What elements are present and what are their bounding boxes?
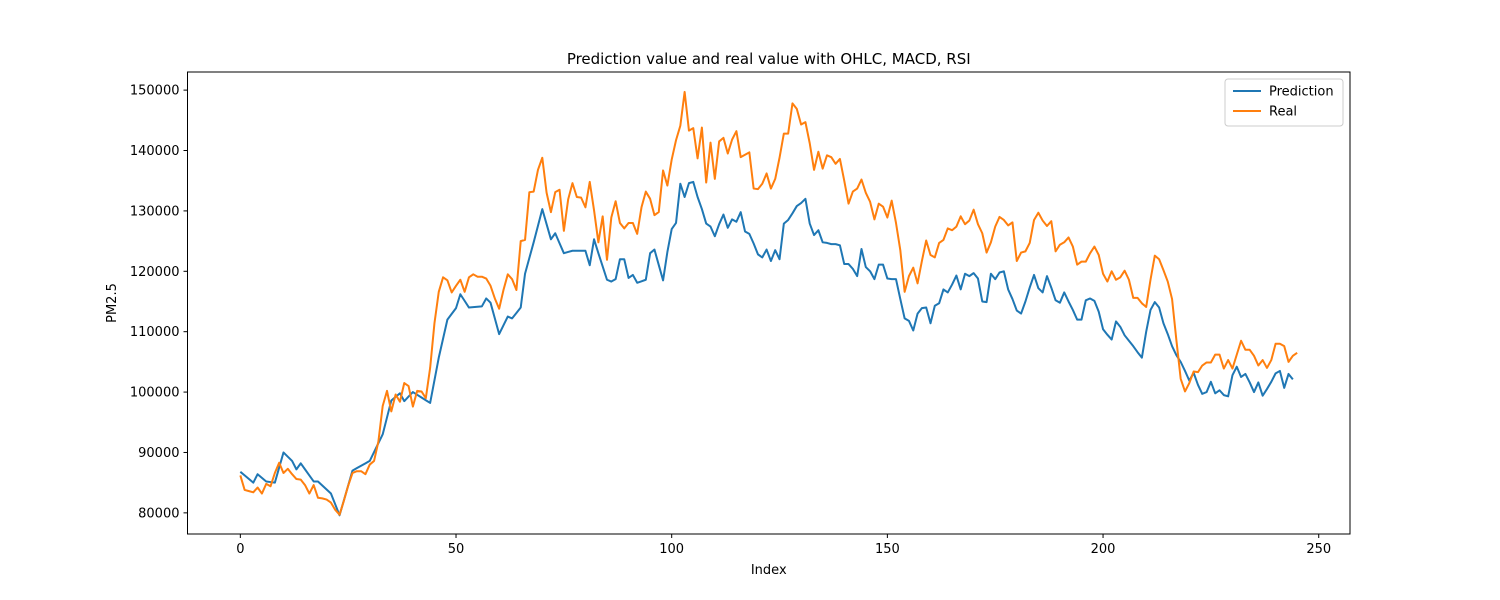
plot-frame — [187, 71, 1351, 535]
x-tick-label: 150 — [875, 542, 900, 557]
x-tick-label: 250 — [1306, 542, 1331, 557]
y-axis: 80000 90000 100000 110000 120000 130000 140000… — [130, 84, 188, 521]
y-tick-label: 110000 — [130, 325, 180, 340]
y-tick-label: 90000 — [138, 446, 179, 461]
x-tick-label: 0 — [236, 542, 244, 557]
legend-label: Real — [1269, 105, 1297, 120]
y-tick-label: 100000 — [130, 386, 180, 401]
y-axis-label: PM2.5 — [105, 283, 120, 323]
x-tick-label: 200 — [1091, 542, 1116, 557]
x-axis-label: Index — [751, 563, 787, 578]
y-tick-label: 130000 — [130, 204, 180, 219]
series-line-prediction — [239, 180, 1294, 517]
legend: Prediction Real — [1224, 78, 1344, 127]
y-tick-label: 80000 — [138, 506, 179, 521]
x-tick-label: 100 — [659, 542, 684, 557]
series-line-real — [239, 90, 1298, 516]
x-tick-label: 50 — [448, 542, 465, 557]
legend-label: Prediction — [1269, 85, 1334, 100]
plot-area — [239, 90, 1298, 517]
y-tick-label: 140000 — [130, 144, 180, 159]
y-tick-label: 120000 — [130, 265, 180, 280]
x-axis: 0 50 100 150 200 250 — [236, 534, 1331, 557]
y-tick-label: 150000 — [130, 84, 180, 99]
chart-title: Prediction value and real value with OHL… — [567, 50, 971, 68]
